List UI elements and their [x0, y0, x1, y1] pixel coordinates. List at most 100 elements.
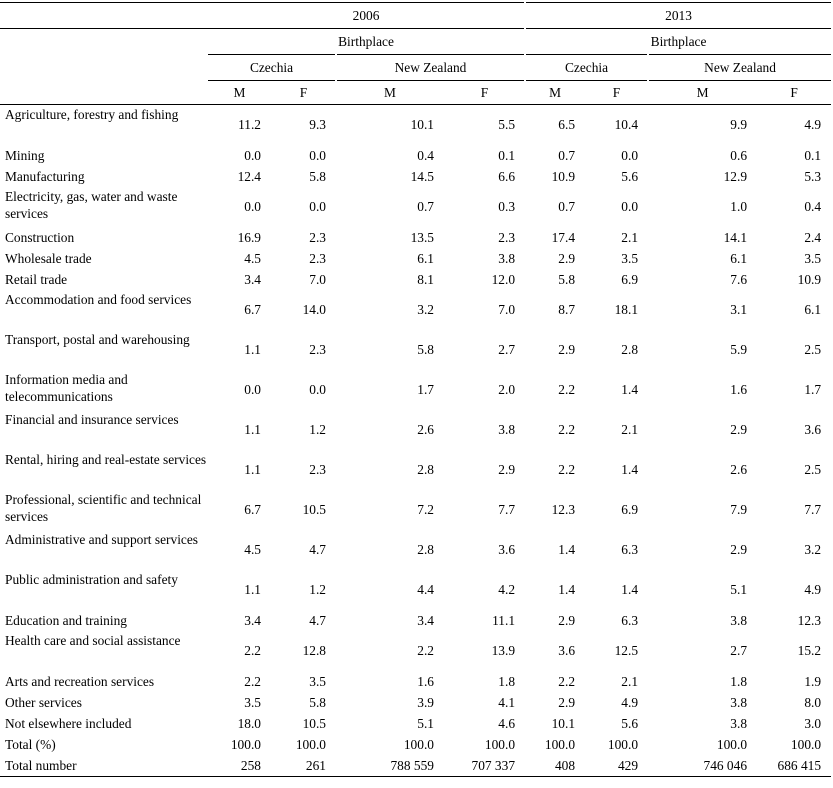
value-cell: 0.1: [804, 147, 822, 163]
value-cell: 6.1: [730, 250, 748, 266]
value-cell: 4.5: [244, 542, 261, 557]
value-cell: 1.7: [804, 382, 822, 397]
row-label: Health care and social assistance: [5, 633, 181, 648]
value-cell: 14.5: [410, 168, 434, 184]
table-row: Information media and telecommunications…: [0, 370, 831, 410]
sex-header: M: [208, 80, 271, 105]
value-cell: 100.0: [607, 736, 639, 752]
value-cell: 10.1: [551, 715, 576, 731]
row-label: Professional, scientific and technical s…: [5, 492, 202, 524]
table-row: Total number 258 261 788 559 707 337 408 429 74…: [0, 755, 832, 777]
row-label: Not elsewhere included: [5, 716, 132, 731]
row-label: Total number: [0, 755, 208, 777]
value-cell: 7.0: [498, 302, 516, 317]
value-cell: 17.4: [551, 229, 576, 245]
value-cell: 13.5: [410, 229, 434, 245]
country-header-czechia-2013: Czechia: [524, 54, 650, 81]
table-header: 2006 2013 Birthplace Birthplace Czechia …: [0, 2, 832, 105]
value-cell: 1.1: [244, 422, 261, 437]
value-cell: 686 415: [757, 755, 832, 777]
value-cell: 4.1: [498, 694, 516, 710]
table-row: Wholesale trade 4.5 2.3 6.1 3.8 2.9 3.5 6.1 3.5: [0, 248, 831, 269]
value-cell: 2.3: [309, 250, 326, 266]
value-cell: 16.9: [237, 229, 261, 245]
value-cell: 7.7: [498, 502, 516, 517]
row-label: Accommodation and food services: [5, 292, 192, 307]
value-cell: 2.2: [558, 673, 576, 689]
value-cell: 3.1: [730, 302, 748, 317]
value-cell: 7.2: [417, 502, 434, 517]
value-cell: 2.7: [730, 643, 748, 658]
row-label: Total (%): [5, 737, 56, 752]
value-cell: 707 337: [444, 755, 526, 777]
value-cell: 3.8: [730, 694, 748, 710]
value-cell: 12.4: [237, 168, 261, 184]
value-cell: 8.1: [417, 271, 434, 287]
table-row: Agriculture, forestry and fishing 11.2 9.3…: [0, 105, 831, 146]
year-header-2013: 2013: [524, 2, 832, 29]
value-cell: 9.9: [730, 117, 748, 132]
value-cell: 3.6: [804, 422, 822, 437]
value-cell: 3.0: [804, 715, 822, 731]
value-cell: 100.0: [544, 736, 576, 752]
value-cell: 2.9: [730, 422, 748, 437]
row-label: Arts and recreation services: [5, 674, 155, 689]
value-cell: 2.6: [417, 422, 434, 437]
row-label: Manufacturing: [5, 169, 85, 184]
value-cell: 2.0: [498, 382, 516, 397]
value-cell: 3.8: [730, 612, 748, 628]
value-cell: 13.9: [491, 643, 516, 658]
table-row: Total (%) 100.0 100.0 100.0 100.0 100.0 100.0 1…: [0, 734, 831, 755]
value-cell: 100.0: [230, 736, 261, 752]
value-cell: 100.0: [790, 736, 822, 752]
value-cell: 3.8: [498, 422, 516, 437]
table-row: Arts and recreation services 2.2 3.5 1.6 1.8…: [0, 671, 831, 692]
value-cell: 4.9: [621, 694, 639, 710]
header-stub: [0, 29, 208, 55]
birthplace-header-2013: Birthplace: [524, 28, 832, 55]
value-cell: 5.3: [804, 168, 822, 184]
value-cell: 6.9: [621, 271, 639, 287]
value-cell: 1.1: [244, 582, 261, 597]
value-cell: 0.0: [621, 199, 639, 214]
value-cell: 100.0: [484, 736, 516, 752]
value-cell: 18.1: [614, 302, 639, 317]
value-cell: 1.4: [621, 382, 639, 397]
table-row: Construction 16.9 2.3 13.5 2.3 17.4 2.1 14.1 2.4: [0, 227, 831, 248]
value-cell: 14.1: [723, 229, 748, 245]
value-cell: 8.7: [558, 302, 576, 317]
row-label: Wholesale trade: [5, 251, 92, 266]
value-cell: 429: [585, 755, 649, 777]
value-cell: 4.9: [804, 117, 822, 132]
value-cell: 0.7: [558, 199, 576, 214]
sex-header: F: [444, 80, 526, 105]
value-cell: 5.1: [730, 582, 748, 597]
table-row: Education and training 3.4 4.7 3.4 11.1 2.9 6.…: [0, 610, 831, 631]
value-cell: 6.1: [417, 250, 434, 266]
value-cell: 2.4: [804, 229, 822, 245]
value-cell: 11.1: [492, 612, 516, 628]
value-cell: 1.8: [730, 673, 748, 689]
table-body: Agriculture, forestry and fishing 11.2 9.3…: [0, 105, 832, 777]
value-cell: 6.1: [804, 302, 822, 317]
sex-header: M: [525, 80, 586, 105]
value-cell: 2.9: [558, 250, 576, 266]
header-stub: [0, 80, 208, 105]
value-cell: 1.7: [417, 382, 434, 397]
row-label: Information media and telecommunications: [5, 372, 128, 404]
value-cell: 2.9: [558, 694, 576, 710]
value-cell: 5.5: [498, 117, 516, 132]
value-cell: 8.0: [804, 694, 822, 710]
value-cell: 1.2: [309, 582, 326, 597]
country-header-nz-2006: New Zealand: [334, 54, 527, 81]
value-cell: 3.2: [417, 302, 434, 317]
value-cell: 3.6: [498, 542, 516, 557]
value-cell: 3.6: [558, 643, 576, 658]
value-cell: 2.1: [621, 673, 639, 689]
table-row: Transport, postal and warehousing 1.1 2.3 5…: [0, 330, 831, 370]
value-cell: 4.7: [309, 542, 326, 557]
value-cell: 6.7: [244, 302, 261, 317]
value-cell: 6.7: [244, 502, 261, 517]
value-cell: 1.1: [244, 342, 261, 357]
